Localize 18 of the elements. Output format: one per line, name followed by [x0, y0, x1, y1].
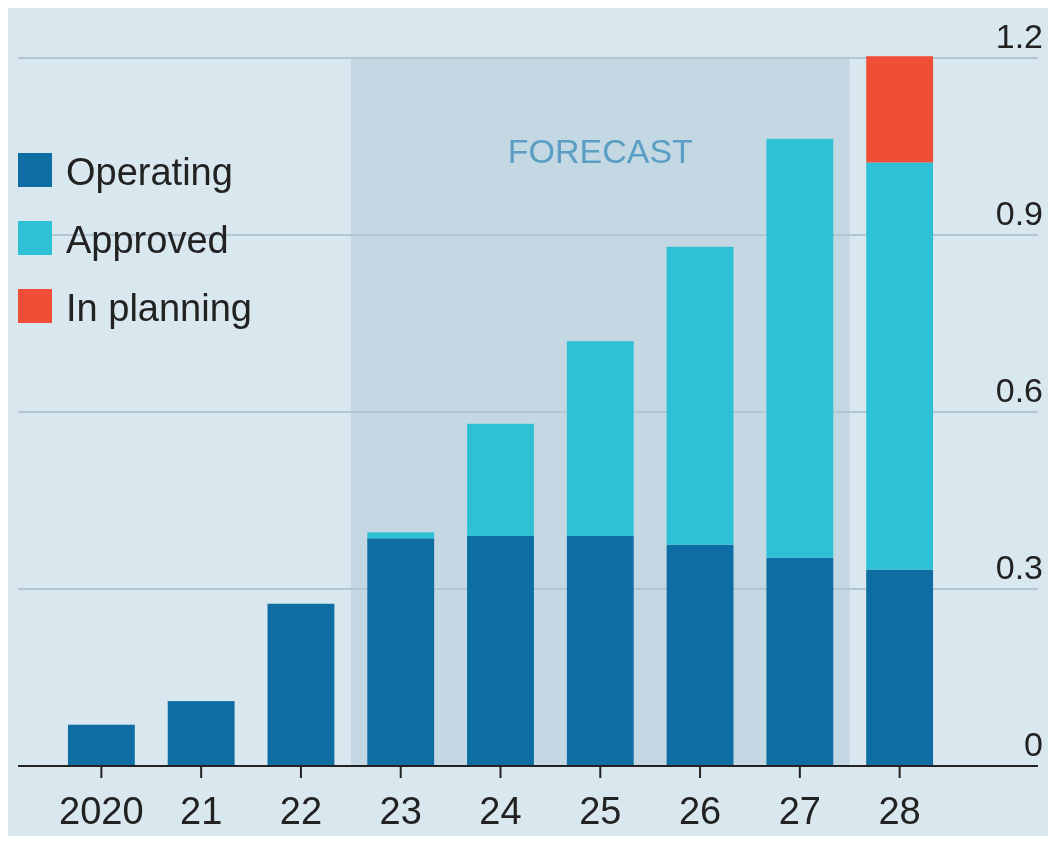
x-tick-label: 27 [778, 790, 821, 832]
x-tick-label: 24 [479, 790, 522, 832]
x-tick-label: 22 [279, 790, 323, 832]
x-tick-label: 26 [678, 790, 722, 832]
y-tick-label: 0.6 [995, 371, 1043, 409]
legend-label: In planning [66, 287, 252, 329]
legend-label: Operating [66, 151, 233, 193]
x-tick-label: 28 [878, 790, 921, 832]
x-tick-label: 2020 [59, 790, 144, 832]
x-tick-label: 21 [180, 790, 223, 832]
y-tick-label: 0.9 [995, 194, 1043, 232]
x-tick-label: 25 [579, 790, 622, 832]
y-tick-label: 0 [1024, 725, 1043, 763]
band-label: FORECAST [507, 132, 693, 170]
x-tick-label: 23 [379, 790, 422, 832]
y-tick-label: 1.2 [995, 17, 1043, 55]
legend-label: Approved [66, 219, 229, 261]
y-tick-label: 0.3 [995, 548, 1043, 586]
